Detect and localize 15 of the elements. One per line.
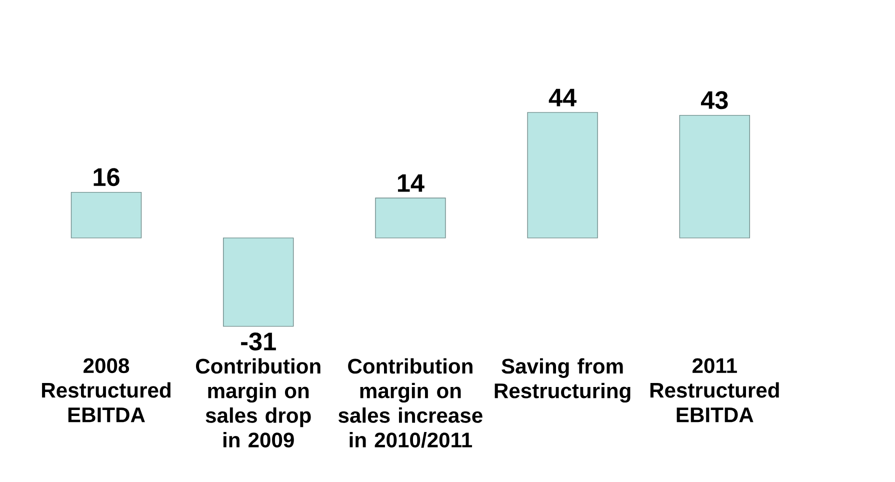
bar <box>679 114 750 238</box>
bar <box>375 198 446 238</box>
bar <box>70 192 142 238</box>
data-label: 16 <box>94 168 120 186</box>
data-label: 14 <box>398 174 424 192</box>
data-label: 44 <box>548 88 577 106</box>
x-tick-label: 2011 Restructured EBITDA <box>650 358 779 422</box>
x-tick-label: 2008 Restructured EBITDA <box>42 358 170 422</box>
x-tick-label: Contribution margin on sales drop in 2009 <box>196 358 320 448</box>
x-tick-label: Saving from Restructuring <box>494 358 630 403</box>
bar <box>527 112 598 238</box>
data-label: 43 <box>700 91 728 110</box>
x-tick-label: Contribution margin on sales increase in 2010/2011 <box>338 358 482 448</box>
data-label: -31 <box>241 332 276 350</box>
bar <box>223 238 294 327</box>
